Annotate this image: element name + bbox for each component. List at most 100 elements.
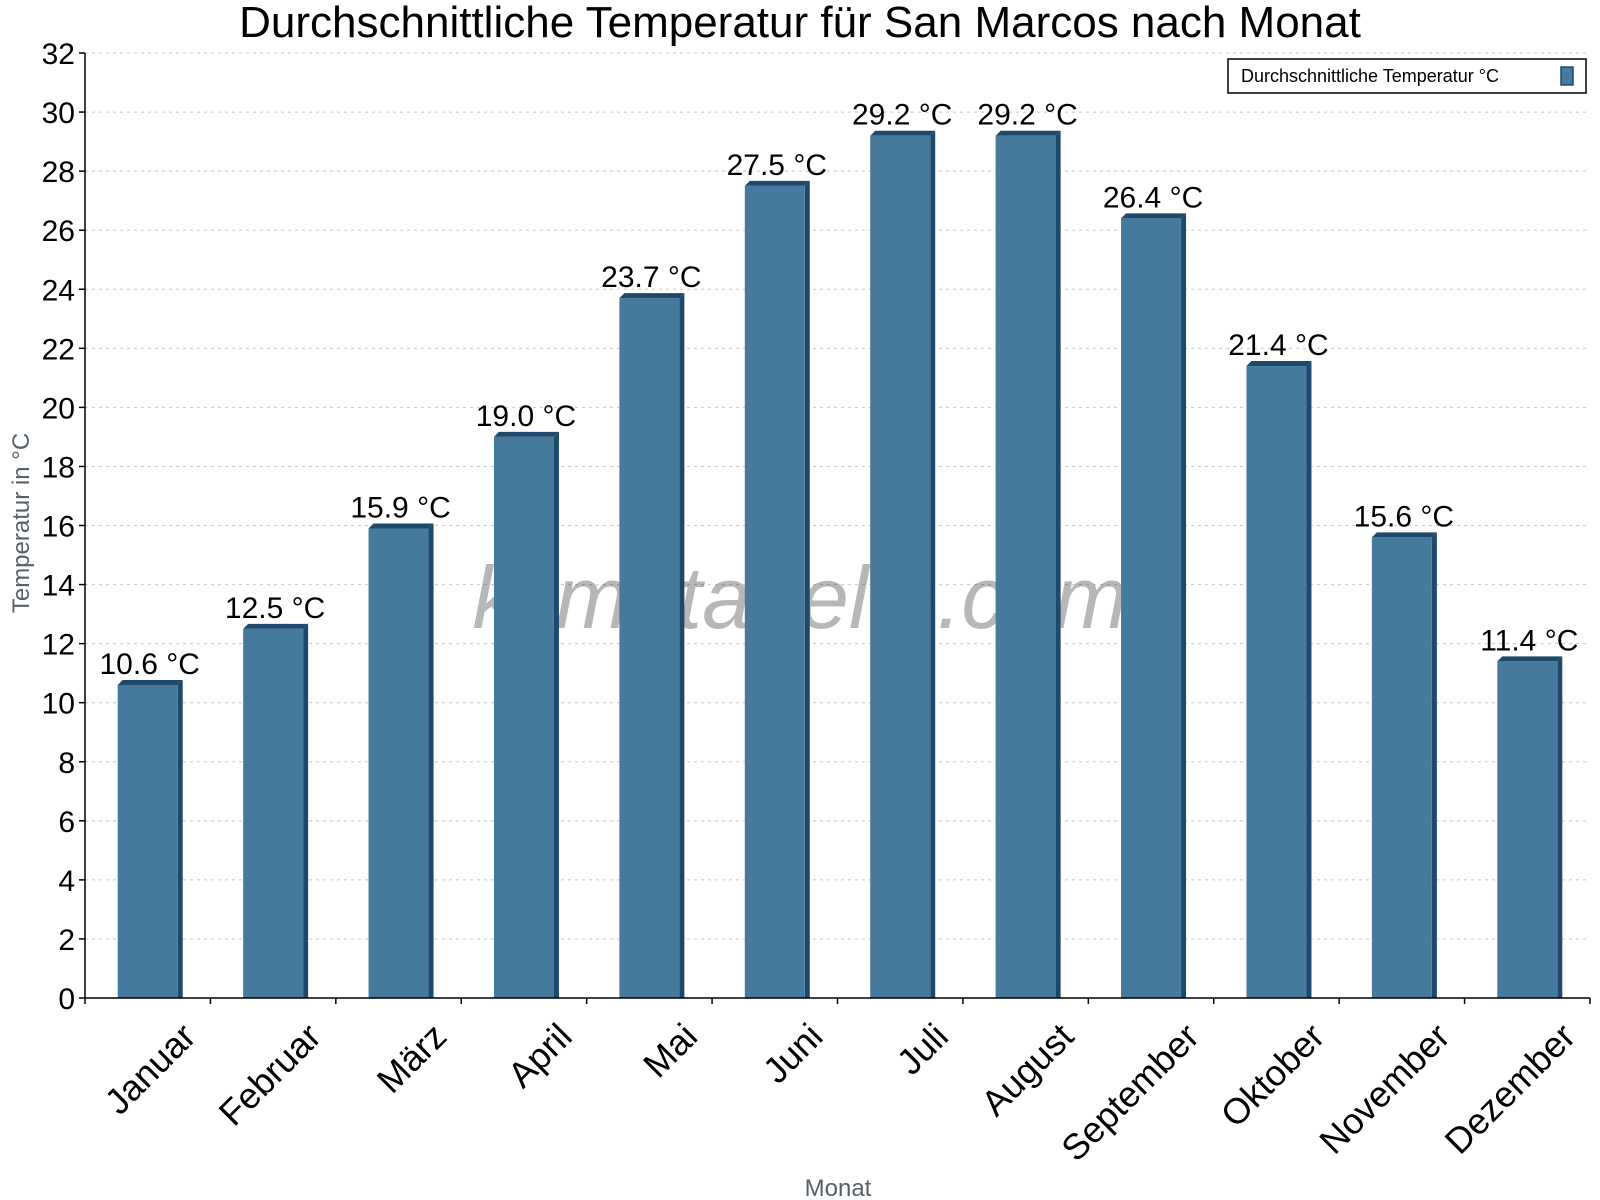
bar: [243, 623, 309, 998]
data-label: 21.4 °C: [1228, 329, 1328, 362]
bar-side: [930, 130, 936, 998]
bar-face: [619, 298, 680, 998]
gridlines: [85, 52, 1590, 940]
x-axis-ticks: Januar Februar März April Mai Juni Juli AugustS…: [84, 998, 1591, 1169]
y-tick-label: 30: [42, 97, 75, 130]
bar-top: [995, 130, 1061, 136]
bar-face: [1121, 218, 1182, 998]
bar: [368, 523, 434, 998]
data-label: 15.6 °C: [1354, 500, 1454, 533]
y-tick-label: 32: [42, 38, 75, 71]
bar-face: [368, 528, 429, 998]
data-label: 27.5 °C: [727, 149, 827, 182]
bar-top: [870, 130, 936, 136]
legend-box: [1227, 58, 1587, 94]
y-tick-label: 14: [42, 570, 75, 603]
bar-face: [744, 185, 805, 998]
x-tick-label: August: [973, 1015, 1081, 1123]
x-tick-label: November: [1311, 1015, 1457, 1161]
bar: [493, 431, 559, 998]
bar-side: [553, 431, 559, 998]
bar-top: [368, 523, 434, 529]
bar: [995, 130, 1061, 998]
x-axis-label: Monat: [805, 1175, 872, 1200]
bar-side: [1306, 361, 1312, 998]
y-tick-label: 6: [58, 806, 75, 839]
bar-top: [243, 623, 309, 629]
x-tick-label: Juni: [755, 1015, 831, 1091]
bar: [870, 130, 936, 998]
bar-side: [804, 180, 810, 998]
bar-face: [870, 135, 931, 998]
x-tick-label: Dezember: [1437, 1015, 1583, 1161]
y-tick-label: 0: [58, 983, 75, 1016]
bar-side: [679, 293, 685, 998]
bar-face: [117, 684, 178, 998]
bar-face: [1246, 366, 1307, 998]
bar: [1371, 532, 1437, 998]
data-label: 26.4 °C: [1103, 181, 1203, 214]
bar-side: [1181, 213, 1187, 998]
data-label: 19.0 °C: [476, 400, 576, 433]
data-label: 29.2 °C: [852, 99, 952, 132]
bar: [744, 180, 810, 998]
x-tick-label: Februar: [211, 1015, 329, 1133]
data-label: 12.5 °C: [225, 592, 325, 625]
bar-side: [1055, 130, 1061, 998]
bar: [619, 293, 685, 998]
y-tick-label: 20: [42, 392, 75, 425]
y-tick-label: 12: [42, 629, 75, 662]
legend: Durchschnittliche Temperatur °C: [1227, 58, 1587, 94]
chart-title: Durchschnittliche Temperatur für San Mar…: [239, 0, 1361, 47]
x-tick-label: Juli: [889, 1015, 956, 1082]
bar-side: [428, 523, 434, 998]
bar: [117, 679, 183, 998]
bar-series: [117, 130, 1563, 998]
bar-top: [1497, 656, 1563, 662]
y-tick-label: 4: [58, 865, 75, 898]
x-tick-label: April: [500, 1015, 580, 1095]
data-label: 15.9 °C: [350, 491, 450, 524]
y-tick-label: 18: [42, 451, 75, 484]
bar: [1497, 656, 1563, 998]
bar-top: [493, 431, 559, 437]
data-label: 11.4 °C: [1480, 624, 1578, 657]
bar-side: [1557, 656, 1563, 998]
bar-top: [619, 293, 685, 299]
y-tick-label: 22: [42, 333, 75, 366]
bar-top: [744, 180, 810, 186]
y-axis-label: Temperatur in °C: [8, 433, 35, 613]
x-tick-label: Januar: [97, 1015, 204, 1122]
y-tick-label: 28: [42, 156, 75, 189]
y-tick-label: 16: [42, 511, 75, 544]
data-label: 23.7 °C: [601, 261, 701, 294]
bar-top: [1121, 213, 1187, 219]
bar-face: [1371, 537, 1432, 998]
legend-swatch: [1560, 66, 1574, 86]
legend-label: Durchschnittliche Temperatur °C: [1241, 66, 1499, 86]
bar-face: [995, 135, 1056, 998]
bar-side: [303, 623, 309, 998]
y-tick-label: 26: [42, 215, 75, 248]
data-labels: 10.6 °C 12.5 °C 15.9 °C 19.0 °C 23.7 °C 27.5 …: [100, 99, 1579, 681]
bar-face: [243, 628, 304, 998]
data-label: 29.2 °C: [977, 99, 1077, 132]
y-tick-label: 10: [42, 688, 75, 721]
bar-face: [1497, 661, 1558, 998]
bar-side: [1431, 532, 1437, 998]
x-tick-label: Oktober: [1213, 1015, 1333, 1135]
bar: [1246, 361, 1312, 998]
x-tick-label: Mai: [635, 1015, 705, 1085]
y-tick-label: 24: [42, 274, 75, 307]
bar-top: [1371, 532, 1437, 538]
y-tick-label: 8: [58, 747, 75, 780]
bar-top: [1246, 361, 1312, 367]
x-tick-label: März: [369, 1015, 455, 1101]
x-tick-label: September: [1053, 1015, 1207, 1169]
y-tick-label: 2: [58, 924, 75, 957]
bar-top: [117, 679, 183, 685]
data-label: 10.6 °C: [100, 648, 200, 681]
bar: [1121, 213, 1187, 998]
